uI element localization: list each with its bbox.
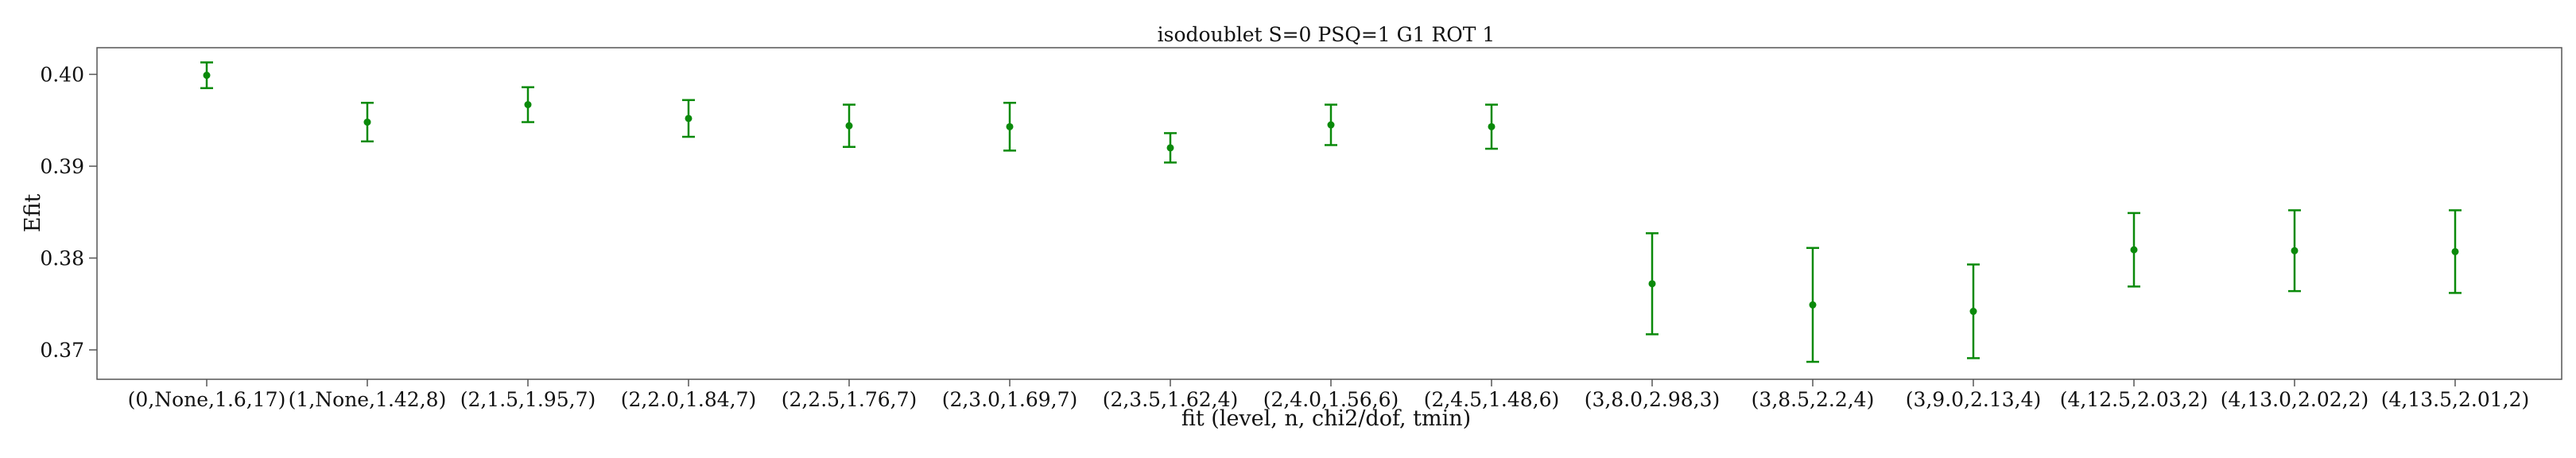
- marker: [524, 101, 532, 109]
- data-point: [1967, 263, 1980, 359]
- x-tick-label: (2,2.0,1.84,7): [621, 388, 757, 411]
- x-tick-label: (3,8.5,2.2,4): [1752, 388, 1875, 411]
- x-tick-label: (4,13.0,2.02,2): [2221, 388, 2369, 411]
- marker: [2130, 246, 2138, 254]
- x-axis: (0,None,1.6,17) (1,None,1.42,8) (2,1.5,1.9…: [128, 379, 2530, 411]
- data-point: [2288, 209, 2301, 293]
- x-tick-label: (2,4.0,1.56,6): [1263, 388, 1399, 411]
- data-point: [200, 61, 213, 90]
- data-point: [1003, 102, 1016, 152]
- marker: [685, 114, 692, 122]
- marker: [203, 72, 211, 80]
- chart-title: isodoublet S=0 PSQ=1 G1 ROT 1: [1158, 23, 1496, 46]
- marker: [1488, 122, 1496, 130]
- data-point: [1806, 246, 1819, 363]
- data-series: [200, 61, 2462, 363]
- marker: [2451, 247, 2459, 255]
- data-point: [2449, 209, 2462, 294]
- x-tick-label: (2,4.5,1.48,6): [1424, 388, 1560, 411]
- x-tick-label: (4,12.5,2.03,2): [2060, 388, 2209, 411]
- data-point: [1646, 232, 1658, 336]
- x-tick-label: (0,None,1.6,17): [128, 388, 286, 411]
- data-point: [682, 99, 695, 138]
- x-tick-label: (3,9.0,2.13,4): [1906, 388, 2042, 411]
- marker: [845, 122, 853, 130]
- x-axis-label: fit (level, n, chi2/dof, tmin): [1181, 406, 1471, 431]
- data-point: [1164, 132, 1177, 164]
- y-tick-label: 0.38: [40, 247, 84, 270]
- x-tick-label: (2,3.5,1.62,4): [1103, 388, 1239, 411]
- marker: [2291, 246, 2299, 254]
- x-tick-label: (2,1.5,1.95,7): [460, 388, 596, 411]
- marker: [1327, 121, 1335, 129]
- y-tick-label: 0.37: [40, 339, 84, 362]
- marker: [1006, 122, 1014, 130]
- x-tick-label: (3,8.0,2.98,3): [1585, 388, 1721, 411]
- y-tick-label: 0.40: [40, 63, 84, 86]
- data-point: [2128, 212, 2140, 288]
- x-tick-label: (2,2.5,1.76,7): [782, 388, 918, 411]
- data-point: [1325, 103, 1337, 146]
- y-tick-label: 0.39: [40, 155, 84, 178]
- y-axis: 0.37 0.38 0.39 0.40: [40, 63, 97, 362]
- data-point: [843, 103, 855, 149]
- marker: [1648, 280, 1656, 288]
- y-axis-label: Efit: [21, 194, 45, 233]
- data-point: [361, 102, 374, 143]
- data-point: [522, 86, 534, 123]
- marker: [1969, 308, 1977, 316]
- x-tick-label: (2,3.0,1.69,7): [942, 388, 1078, 411]
- marker: [1809, 301, 1817, 309]
- marker: [1166, 144, 1174, 152]
- data-point: [1485, 103, 1498, 150]
- plot-frame: [96, 47, 2562, 380]
- marker: [363, 118, 371, 126]
- x-tick-label: (4,13.5,2.01,2): [2381, 388, 2530, 411]
- x-tick-label: (1,None,1.42,8): [289, 388, 447, 411]
